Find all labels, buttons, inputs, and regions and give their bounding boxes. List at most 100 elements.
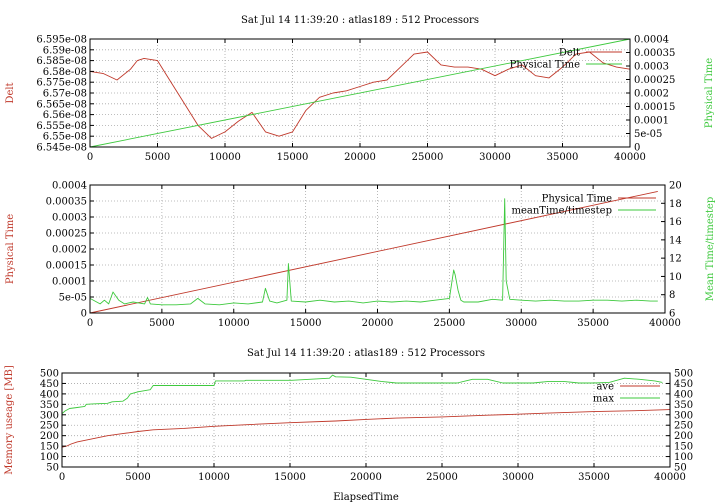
y-tick-label: 400: [40, 389, 59, 400]
y-tick-label: 250: [40, 421, 59, 432]
series-line-delt: [89, 51, 631, 139]
y-tick-label: 0: [81, 309, 87, 320]
y2-tick-label: 100: [674, 452, 693, 463]
y2-tick-label: 5e-05: [634, 129, 662, 140]
y2-tick-label: 50: [674, 463, 687, 474]
y2-tick-label: 350: [674, 400, 693, 411]
y-tick-label: 0.0004: [52, 181, 87, 192]
y-tick-label: 6.575e-08: [36, 78, 87, 89]
y2-tick-label: 0.00015: [634, 102, 675, 113]
x-tick-label: 10000: [209, 152, 241, 163]
x-tick-label: 35000: [577, 318, 609, 329]
x-tick-label: 20000: [350, 472, 382, 483]
x-tick-label: 0: [87, 152, 93, 163]
y-tick-label: 200: [40, 431, 59, 442]
y-tick-label: 6.55e-08: [43, 132, 87, 143]
y2-tick-label: 200: [674, 431, 693, 442]
y2-tick-label: 0.0002: [634, 89, 669, 100]
y-tick-label: 0.0001: [52, 277, 87, 288]
y2-tick-label: 0.0004: [634, 35, 669, 46]
y-tick-label: 0.00035: [46, 197, 87, 208]
y2-axis-label: Mean Time/timestep: [705, 197, 716, 301]
legend-label: max: [593, 394, 614, 405]
y2-tick-label: 0: [634, 143, 640, 154]
x-tick-label: 10000: [218, 318, 250, 329]
y-tick-label: 6.555e-08: [36, 121, 87, 132]
y2-tick-label: 150: [674, 442, 693, 453]
grid: [90, 39, 630, 147]
y-tick-label: 6.59e-08: [43, 45, 87, 56]
x-tick-label: 0: [59, 472, 65, 483]
y-tick-label: 500: [40, 369, 59, 380]
y2-tick-label: 6: [669, 309, 675, 320]
y-tick-label: 0.0002: [52, 245, 87, 256]
x-tick-label: 5000: [145, 152, 170, 163]
legend-label: Delt: [559, 48, 580, 59]
y-axis-label: Memory useage [MB]: [4, 365, 15, 475]
y-tick-label: 6.585e-08: [36, 56, 87, 67]
y2-tick-label: 500: [674, 369, 693, 380]
x-tick-label: 15000: [290, 318, 322, 329]
x-tick-label: 15000: [277, 152, 309, 163]
series-line-physical-time: [89, 190, 658, 314]
y-tick-label: 5e-05: [59, 293, 87, 304]
x-tick-label: 40000: [614, 152, 646, 163]
y2-tick-label: 0.0001: [634, 116, 669, 127]
y-tick-label: 6.595e-08: [36, 35, 87, 46]
y2-tick-label: 250: [674, 421, 693, 432]
y-tick-label: 6.57e-08: [43, 89, 87, 100]
series-line-ave: [61, 409, 671, 448]
y2-tick-label: 0.00035: [634, 48, 675, 59]
y-tick-label: 6.565e-08: [36, 99, 87, 110]
y2-tick-label: 14: [669, 235, 682, 246]
y2-tick-label: 10: [669, 272, 682, 283]
y-axis-label: Physical Time: [5, 214, 16, 284]
y2-tick-label: 8: [669, 290, 675, 301]
y-tick-label: 0.00025: [46, 229, 87, 240]
x-tick-label: 35000: [578, 472, 610, 483]
y-tick-label: 300: [40, 410, 59, 421]
y2-tick-label: 12: [669, 254, 682, 265]
y2-tick-label: 16: [669, 217, 682, 228]
y-tick-label: 100: [40, 452, 59, 463]
y-tick-label: 6.58e-08: [43, 67, 87, 78]
x-tick-label: 35000: [547, 152, 579, 163]
plot-frame: [61, 372, 671, 468]
y-tick-label: 6.545e-08: [36, 143, 87, 154]
x-tick-label: 10000: [198, 472, 230, 483]
series-line-meantime-timestep: [89, 198, 658, 306]
y2-tick-label: 450: [674, 379, 693, 390]
y-axis-label: Delt: [5, 82, 16, 103]
x-tick-label: 5000: [125, 472, 150, 483]
y2-tick-label: 0.00025: [634, 75, 675, 86]
x-tick-label: 5000: [149, 318, 174, 329]
y-tick-label: 450: [40, 379, 59, 390]
y2-axis-label: Physical Time: [704, 58, 715, 128]
x-tick-label: 40000: [654, 472, 686, 483]
chart-panel-memory: 0 5000 10000 15000 20000 25000 30000 35000 40000…: [4, 348, 693, 503]
y-tick-label: 150: [40, 442, 59, 453]
x-tick-label: 30000: [505, 318, 537, 329]
grid: [62, 373, 670, 467]
y-tick-label: 50: [46, 463, 59, 474]
y2-tick-label: 0.0003: [634, 62, 669, 73]
x-tick-label: 0: [87, 318, 93, 329]
y2-tick-label: 20: [669, 181, 682, 192]
x-tick-label: 25000: [433, 318, 465, 329]
chart-title: Sat Jul 14 11:39:20 : atlas189 : 512 Pro…: [247, 348, 485, 359]
y-tick-label: 6.56e-08: [43, 110, 87, 121]
x-tick-label: 25000: [426, 472, 458, 483]
legend-label: Physical Time: [542, 194, 612, 205]
x-tick-label: 30000: [502, 472, 534, 483]
y2-tick-label: 18: [669, 199, 682, 210]
legend-label: meanTime/timestep: [511, 206, 612, 217]
x-axis-label: ElapsedTime: [333, 492, 399, 503]
y-tick-label: 350: [40, 400, 59, 411]
legend-label: ave: [596, 382, 614, 393]
x-tick-label: 40000: [649, 318, 681, 329]
series-line-max: [61, 374, 663, 415]
